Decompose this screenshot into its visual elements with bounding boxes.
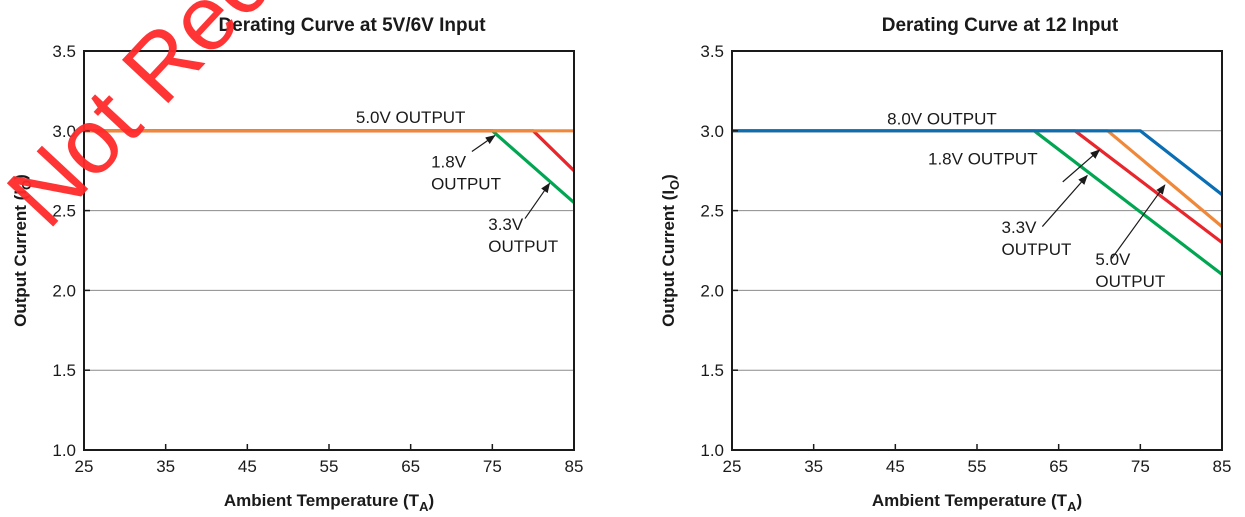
x-tick-label: 25 [723,457,742,476]
x-tick-label: 35 [156,457,175,476]
x-tick-label: 45 [238,457,257,476]
x-tick-label: 55 [320,457,339,476]
x-tick-label: 45 [886,457,905,476]
annotation-arrow [1041,174,1088,227]
y-tick-label: 3.5 [700,42,724,61]
x-tick-label: 75 [483,457,502,476]
y-tick-label: 3.5 [52,42,76,61]
y-tick-label: 2.0 [52,281,76,300]
x-tick-label: 25 [75,457,94,476]
y-axis-label: Output Current (IO) [11,174,34,327]
x-tick-label: 65 [401,457,420,476]
x-tick-label: 55 [968,457,987,476]
y-tick-label: 2.0 [700,281,724,300]
y-tick-label: 2.5 [700,202,724,221]
y-tick-label: 1.5 [700,361,724,380]
series-annotation: 1.8V OUTPUT [928,149,1038,168]
y-tick-label: 3.0 [700,122,724,141]
y-tick-label: 1.0 [700,441,724,460]
y-tick-label: 2.5 [52,202,76,221]
series-annotation: 5.0V OUTPUT [356,108,466,127]
x-tick-label: 35 [804,457,823,476]
x-tick-label: 85 [565,457,584,476]
y-tick-label: 3.0 [52,122,76,141]
x-tick-label: 85 [1213,457,1232,476]
y-axis-label: Output Current (IO) [659,174,682,327]
series-line [732,129,1223,244]
series-annotation: 8.0V OUTPUT [887,109,997,128]
annotation-arrow [1111,184,1166,259]
chart-title: Derating Curve at 12 Input [882,15,1119,36]
x-tick-label: 75 [1131,457,1150,476]
annotation-arrow [524,182,551,219]
watermark: Not Recommended [0,0,603,246]
chart-panel-2: 25 35 45 55 65 75 85 1.0 1.5 2.0 2.5 3.0 3.5 Derating… [659,15,1231,514]
series-annotation: 3.3V OUTPUT [1002,218,1072,259]
series-annotation: 5.0V OUTPUT [1095,250,1165,291]
x-tick-label: 65 [1049,457,1068,476]
x-axis-label: Ambient Temperature (TA) [872,491,1082,514]
series-annotation: 1.8V OUTPUT [431,153,501,194]
series-line [732,129,1224,228]
chart-panel-1: 25 35 45 55 65 75 85 1.0 1.5 2.0 2.5 3.0 3.5 Derating… [11,15,583,514]
series-line [732,129,1223,196]
annotation-arrow [471,135,496,153]
annotation-arrow [1062,149,1101,183]
y-tick-label: 1.0 [52,441,76,460]
chart-title: Derating Curve at 5V/6V Input [218,15,486,36]
y-tick-label: 1.5 [52,361,76,380]
series-annotation: 3.3V OUTPUT [488,215,558,256]
x-axis-label: Ambient Temperature (TA) [224,491,434,514]
